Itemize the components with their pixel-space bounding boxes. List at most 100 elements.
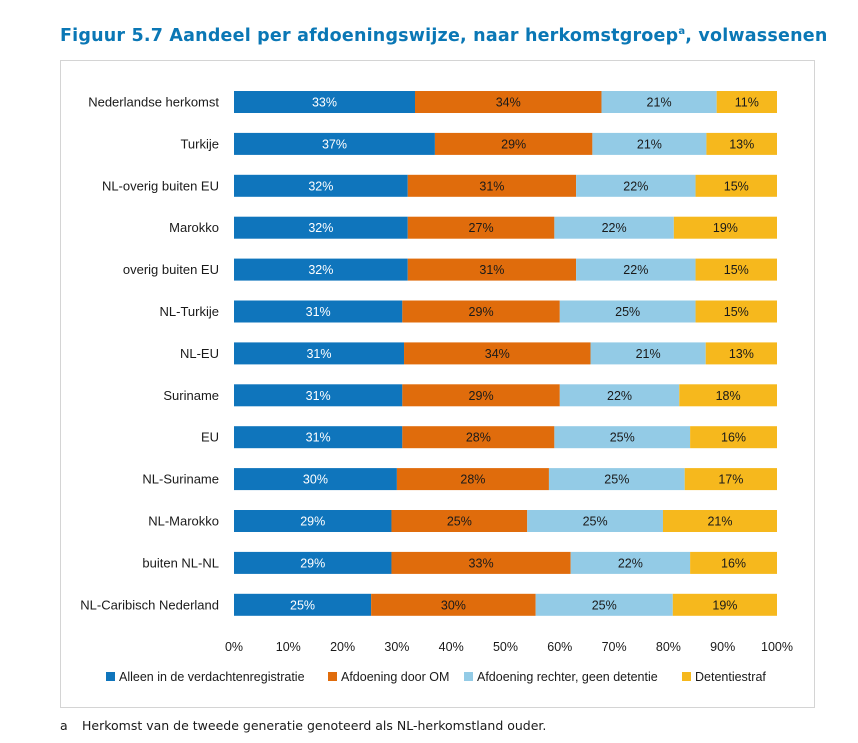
data-label: 31% [306,305,331,319]
bar-segment [396,468,549,491]
data-label: 11% [735,96,759,110]
bar-segment [559,300,696,323]
data-label: 29% [469,389,494,403]
category-label: buiten NL-NL [142,555,219,570]
category-label: NL-Suriname [142,472,219,487]
x-tick-label: 20% [330,640,355,654]
bar-segment [554,216,674,239]
data-label: 19% [712,598,737,612]
bar-segment [402,384,560,407]
bar-segment [434,132,593,155]
footnote: a Herkomst van de tweede generatie genote… [60,718,546,733]
bar-segment [527,510,663,532]
legend-swatch [328,672,337,681]
chart-title-suffix: , volwassenen [685,26,828,46]
bar-segment [234,510,392,532]
bar-segment [371,593,536,616]
footnote-marker: a [60,718,68,733]
bar-segment [234,384,403,407]
data-label: 25% [447,515,472,529]
bar-segment [234,216,408,239]
bar-segment [590,342,706,365]
bar-segment [554,426,691,449]
data-label: 13% [729,347,754,361]
x-tick-label: 0% [225,640,243,654]
bar-segment [391,551,571,574]
data-label: 25% [615,305,640,319]
x-tick-label: 10% [276,640,301,654]
bar-segment [391,510,528,532]
data-label: 31% [479,263,504,277]
category-label: Nederlandse herkomst [88,95,219,110]
data-label: 22% [618,556,643,570]
category-label: Marokko [169,220,219,235]
bar-segment [234,91,415,113]
bar-segment [570,551,691,574]
bar-segment [662,510,777,532]
bar-segment [716,91,777,113]
title-footnote-marker: a [678,26,686,38]
footnote-text: Herkomst van de tweede generatie genotee… [82,718,547,733]
data-label: 29% [300,556,325,570]
bar-segment [672,593,777,616]
data-label: 15% [724,179,749,193]
bar-segment [706,132,777,155]
data-label: 30% [441,598,466,612]
bar-segment [234,468,397,491]
bar-segment [234,174,408,197]
data-label: 34% [485,347,510,361]
data-label: 29% [300,515,325,529]
category-label: Turkije [180,136,219,151]
data-label: 32% [308,263,333,277]
data-label: 32% [308,221,333,235]
x-tick-label: 100% [761,640,793,654]
bar-segment [592,132,707,155]
legend-label: Alleen in de verdachtenregistratie [119,670,305,684]
stacked-bar-chart: Nederlandse herkomst Turkije NL-overig bui… [80,91,793,684]
data-label: 22% [623,179,648,193]
bar-segment [404,342,591,365]
bar-segment [234,593,372,616]
bar-segment [407,174,577,197]
bar-segment [695,174,777,197]
legend-swatch [106,672,115,681]
bar-segment [695,258,777,281]
data-label: 17% [718,473,743,487]
data-label: 21% [636,347,661,361]
data-label: 25% [610,431,635,445]
x-tick-label: 30% [384,640,409,654]
data-label: 22% [623,263,648,277]
data-label: 28% [466,431,491,445]
bar-segment [559,384,680,407]
data-label: 22% [602,221,627,235]
category-label: NL-EU [180,346,219,361]
x-tick-label: 40% [439,640,464,654]
category-label: Suriname [163,388,219,403]
data-label: 25% [290,598,315,612]
bar-segment [535,593,673,616]
bar-segment [234,342,405,365]
data-label: 33% [469,556,494,570]
category-label: NL-overig buiten EU [102,178,219,193]
data-label: 31% [306,431,331,445]
data-label: 15% [724,305,749,319]
bar-segment [576,258,696,281]
bar-segment [234,132,435,155]
data-label: 29% [501,137,526,151]
data-label: 32% [308,179,333,193]
bar-segment [548,468,685,491]
bar-segment [673,216,777,239]
data-label: 31% [306,389,331,403]
category-label: overig buiten EU [123,262,219,277]
legend-label: Detentiestraf [695,670,766,684]
chart-title: Figuur 5.7 Aandeel per afdoeningswijze, … [60,26,828,46]
data-label: 15% [724,263,749,277]
data-label: 30% [303,473,328,487]
bar-segment [601,91,717,113]
x-tick-label: 90% [710,640,735,654]
bar-segment [407,258,577,281]
data-label: 34% [496,96,521,110]
bar-segment [576,174,696,197]
bar-segment [234,426,403,449]
bar-segment [407,216,555,239]
